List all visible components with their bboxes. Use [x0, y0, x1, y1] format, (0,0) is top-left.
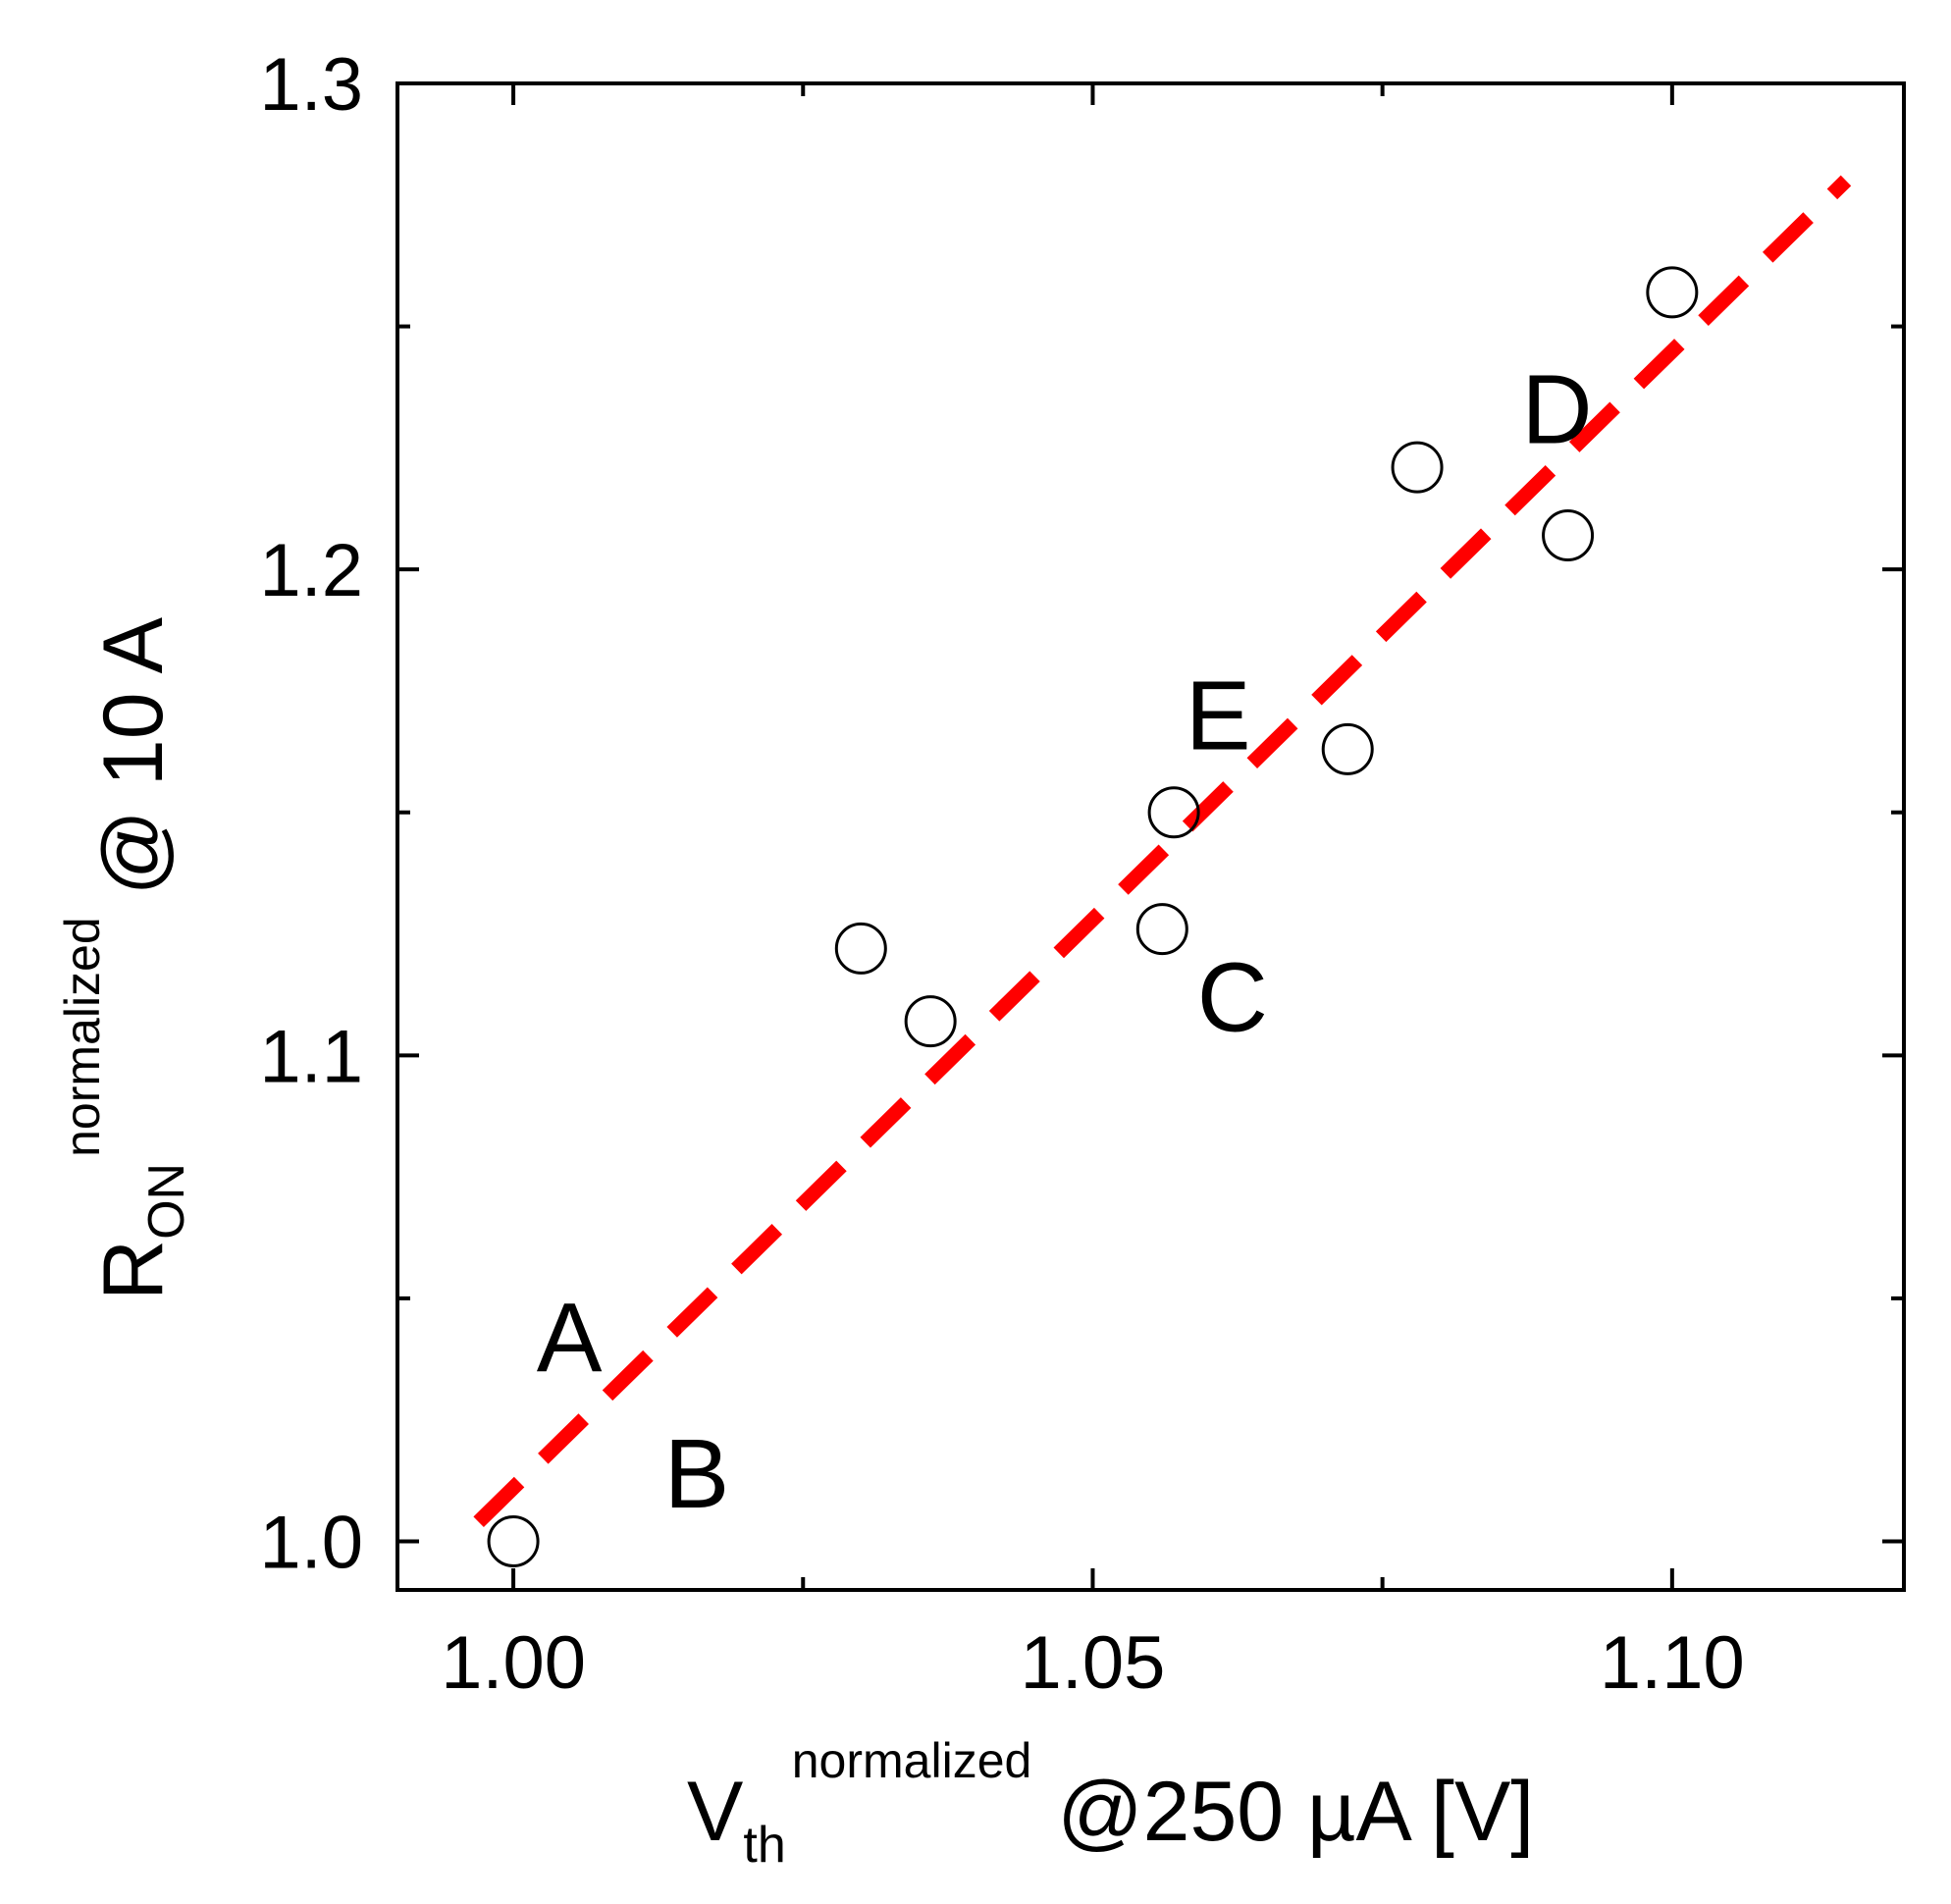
- x-tick-label: 1.00: [441, 1621, 586, 1705]
- x-axis-label-main: V: [687, 1765, 743, 1859]
- data-point: [1646, 266, 1699, 319]
- data-point: [1391, 441, 1444, 494]
- x-axis-label-sup: normalized: [792, 1733, 1032, 1788]
- y-axis-label-suffix: @ 10 A: [86, 616, 181, 895]
- data-points: [487, 266, 1699, 1567]
- data-point: [487, 1514, 540, 1567]
- point-label-a: A: [537, 1283, 603, 1393]
- point-label-c: C: [1197, 943, 1268, 1053]
- y-axis-label-sub: ON: [138, 1163, 195, 1240]
- plot-frame: [395, 81, 1906, 1592]
- data-point: [1321, 722, 1374, 775]
- y-tick-label: 1.2: [259, 529, 363, 612]
- y-axis-label-sup: normalized: [55, 917, 110, 1157]
- x-axis-label: Vthnormalized @250 µA [V]: [687, 1733, 1534, 1874]
- x-axis-label-suffix: @250 µA [V]: [1057, 1765, 1534, 1859]
- axis-ticks: [397, 81, 1904, 1590]
- data-point: [834, 922, 887, 975]
- y-axis-label-main: R: [86, 1240, 181, 1300]
- fit-line: [473, 175, 1852, 1528]
- data-point: [1135, 903, 1188, 956]
- data-point: [1147, 786, 1200, 839]
- x-tick-label: 1.05: [1021, 1621, 1166, 1705]
- point-label-d: D: [1521, 354, 1592, 464]
- fit-line-group: [473, 175, 1852, 1528]
- tick-labels: 1.00 1.05 1.10 1.0 1.1 1.2 1.3: [259, 43, 1744, 1705]
- point-annotations: AB C D E: [537, 354, 1593, 1528]
- x-tick-label: 1.10: [1600, 1621, 1745, 1705]
- y-axis-label: RON normalized @ 10 A: [55, 616, 195, 1300]
- data-point: [1542, 509, 1595, 561]
- y-tick-label: 1.3: [259, 43, 363, 127]
- y-tick-label: 1.0: [259, 1501, 363, 1584]
- data-point: [904, 995, 957, 1048]
- y-tick-label: 1.1: [259, 1015, 363, 1098]
- point-label-e: E: [1186, 661, 1251, 770]
- point-label-b: B: [664, 1419, 730, 1529]
- x-axis-label-sub: th: [743, 1817, 785, 1874]
